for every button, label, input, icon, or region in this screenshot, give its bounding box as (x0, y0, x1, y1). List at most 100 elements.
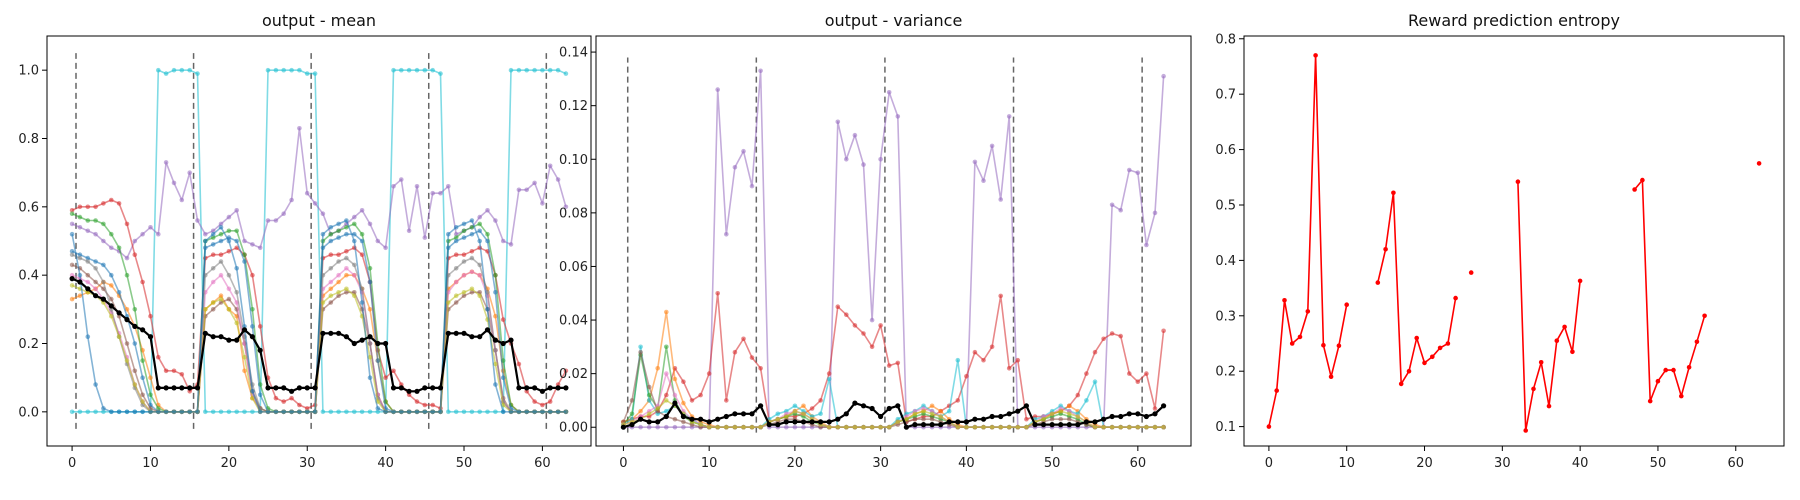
data-point (328, 231, 334, 237)
y-tick-label: 0.8 (18, 132, 39, 147)
data-point (1092, 349, 1098, 355)
data-point (124, 255, 130, 261)
data-point (453, 238, 459, 244)
data-point (1135, 424, 1141, 430)
data-point (706, 424, 712, 430)
data-point (972, 424, 978, 430)
data-point (210, 300, 216, 305)
chart-title: output - mean (262, 11, 376, 30)
data-point (210, 307, 216, 312)
data-point (963, 419, 970, 425)
data-point (732, 424, 738, 430)
data-point (749, 183, 755, 189)
chart-title: output - variance (825, 11, 963, 30)
data-point (524, 67, 529, 73)
data-point (835, 416, 841, 422)
data-point (156, 409, 161, 415)
y-tick-label: 0.1 (1215, 420, 1236, 435)
data-point (109, 296, 114, 302)
data-point (289, 395, 294, 401)
data-point (367, 341, 373, 346)
data-point (69, 296, 75, 302)
data-point (148, 225, 153, 230)
data-point (672, 376, 678, 382)
data-point (852, 400, 858, 406)
data-point (77, 204, 83, 210)
data-point (664, 371, 669, 376)
data-point (289, 67, 294, 73)
data-point (532, 399, 537, 404)
data-point (493, 313, 498, 319)
x-tick-label: 50 (1650, 456, 1667, 471)
data-point (179, 409, 185, 415)
data-point (281, 67, 287, 73)
data-point (1084, 371, 1089, 376)
data-point (414, 388, 420, 394)
series-line (623, 402, 1165, 429)
data-point (234, 228, 239, 234)
data-point (998, 293, 1003, 299)
data-point (1398, 381, 1404, 387)
data-point (493, 290, 498, 295)
data-point (869, 344, 875, 350)
data-point (861, 162, 866, 167)
data-point (226, 307, 232, 312)
data-point (1546, 403, 1552, 409)
data-point (242, 238, 247, 244)
data-point (1075, 392, 1081, 398)
data-point (672, 416, 678, 422)
data-point (1655, 378, 1661, 384)
data-point (391, 409, 396, 415)
data-point (101, 201, 106, 206)
data-point (210, 334, 216, 340)
data-point (1084, 398, 1089, 403)
x-tick-label: 20 (787, 456, 804, 471)
x-tick-label: 40 (958, 456, 975, 471)
data-point (912, 411, 918, 417)
data-point (414, 409, 420, 415)
data-point (344, 286, 349, 292)
data-point (187, 170, 192, 175)
data-point (124, 341, 130, 346)
data-point (422, 385, 428, 391)
data-point (672, 392, 678, 398)
data-point (328, 225, 334, 230)
data-point (843, 411, 849, 417)
data-point (698, 416, 704, 422)
data-point (1453, 295, 1458, 301)
data-point (453, 279, 459, 285)
data-point (818, 398, 823, 403)
data-point (818, 411, 823, 417)
data-point (1336, 343, 1342, 349)
data-point (336, 272, 341, 278)
data-point (1118, 424, 1123, 430)
data-point (155, 385, 161, 391)
data-point (1144, 371, 1149, 376)
data-point (85, 228, 91, 234)
data-point (273, 385, 279, 391)
data-point (1344, 302, 1349, 308)
data-point (516, 385, 522, 391)
data-point (929, 422, 935, 428)
data-point (352, 409, 357, 415)
data-point (1058, 408, 1063, 414)
data-point (359, 252, 365, 257)
x-tick-label: 30 (299, 456, 316, 471)
data-point (343, 334, 349, 340)
data-point (758, 68, 763, 74)
data-point (1468, 270, 1474, 275)
data-point (664, 424, 669, 430)
data-point (792, 424, 798, 430)
x-tick-label: 40 (1572, 456, 1589, 471)
data-point (532, 67, 537, 73)
data-point (469, 286, 475, 292)
y-tick-label: 0.5 (1215, 198, 1236, 213)
data-point (869, 424, 875, 430)
data-point (359, 231, 365, 237)
data-point (547, 163, 553, 169)
x-tick-label: 0 (1265, 456, 1273, 471)
data-point (156, 406, 161, 411)
data-point (1577, 278, 1583, 284)
data-point (69, 276, 75, 282)
data-point (1445, 341, 1451, 346)
